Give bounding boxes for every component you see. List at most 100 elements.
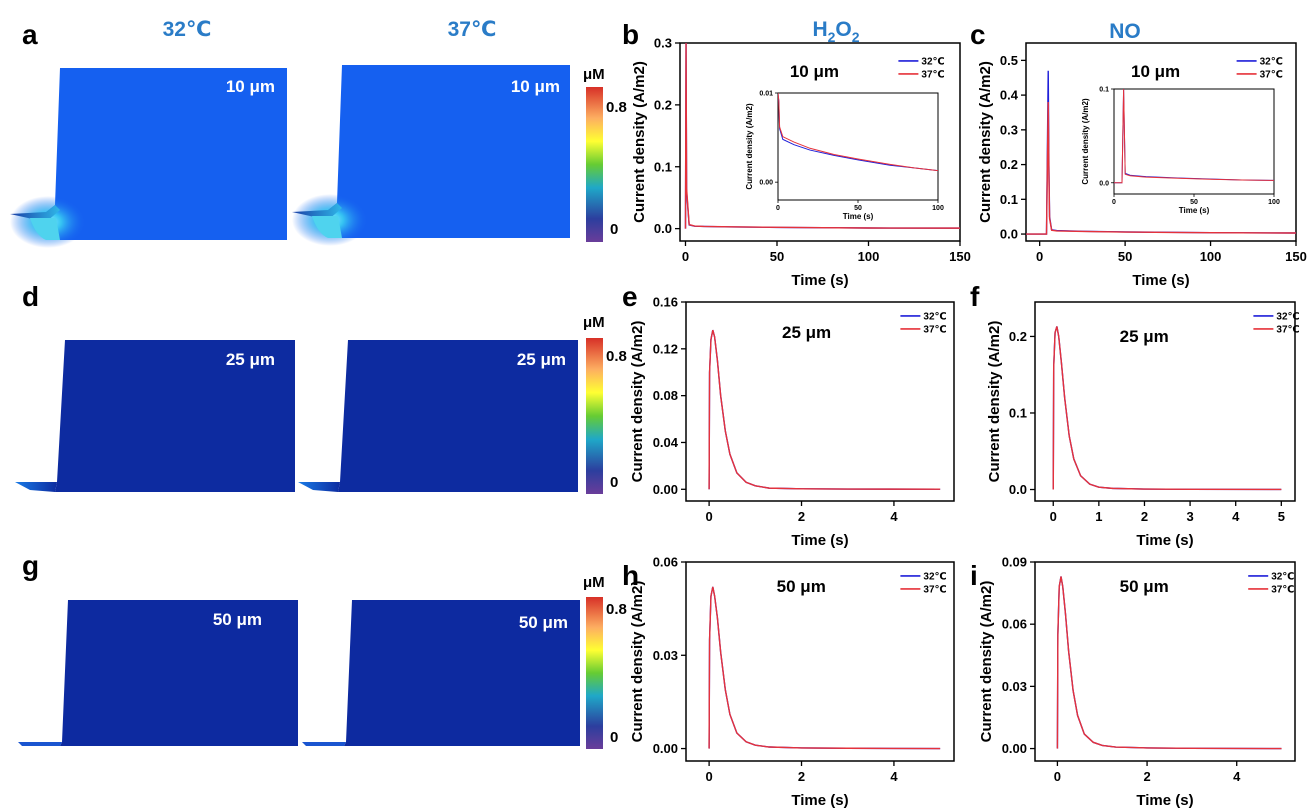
header-37c: 37℃ bbox=[448, 18, 497, 41]
legend-label-37c: 37℃ bbox=[1260, 69, 1283, 80]
legend-label-37c: 37℃ bbox=[921, 69, 944, 80]
x-tick-label: 100 bbox=[1200, 249, 1222, 264]
x-tick-label: 0 bbox=[1036, 249, 1043, 264]
sim-field-32c-25um: 25 μm bbox=[15, 340, 295, 492]
chart-f-no-25um: 0 1 2 3 4 50.00.10.2Time (s)Current density (… bbox=[986, 302, 1300, 549]
chart-c-no-10um: 0 50 100 150 0.0 0.1 0.2 0.3 0.4 0.5 Time (s) Curre… bbox=[977, 43, 1307, 289]
panel-label-i: i bbox=[970, 560, 978, 591]
series-line-32c bbox=[709, 330, 940, 489]
inset-y-axis-label: Current density (A/m2) bbox=[1081, 98, 1090, 185]
y-axis-label: Current density (A/m2) bbox=[977, 61, 994, 223]
y-tick-label: 0.04 bbox=[653, 435, 679, 450]
y-tick-label: 0.3 bbox=[1000, 122, 1018, 137]
x-axis-label: Time (s) bbox=[791, 792, 848, 809]
x-tick-label: 2 bbox=[1143, 769, 1150, 784]
size-annotation: 50 μm bbox=[777, 577, 826, 596]
header-no: NO bbox=[1109, 20, 1141, 43]
y-axis-label: Current density (A/m2) bbox=[986, 321, 1003, 483]
legend-label-32c: 32℃ bbox=[923, 571, 946, 582]
sim-field-37c-50um: 50 μm bbox=[302, 600, 580, 746]
legend-label-32c: 32℃ bbox=[1260, 56, 1283, 67]
sim-label-32c-25um: 25 μm bbox=[226, 350, 275, 369]
y-tick-label: 0.00 bbox=[653, 741, 678, 756]
series-line-37c bbox=[709, 587, 940, 749]
colorbar-gradient-row2 bbox=[586, 338, 603, 494]
x-tick-label: 150 bbox=[949, 249, 971, 264]
x-tick-label: 0 bbox=[705, 509, 712, 524]
x-tick-label: 0 bbox=[1050, 509, 1057, 524]
x-axis-label: Time (s) bbox=[1136, 792, 1193, 809]
inset-x-tick-label: 100 bbox=[1268, 199, 1280, 206]
legend-label-32c: 32℃ bbox=[923, 311, 946, 322]
y-tick-label: 0.03 bbox=[1002, 679, 1027, 694]
y-tick-label: 0.0 bbox=[1009, 482, 1027, 497]
inset-x-tick-label: 0 bbox=[776, 205, 780, 212]
size-annotation: 25 μm bbox=[1120, 327, 1169, 346]
y-tick-label: 0.00 bbox=[653, 482, 678, 497]
legend-label-37c: 37℃ bbox=[1271, 584, 1294, 595]
sim-label-32c-50um: 50 μm bbox=[213, 610, 262, 629]
inset-chart: 0 50 100 0.00 0.01 Time (s) Current density (A… bbox=[745, 91, 944, 222]
x-tick-label: 150 bbox=[1285, 249, 1307, 264]
x-tick-label: 100 bbox=[858, 249, 880, 264]
sim-label-32c-10um: 10 μm bbox=[226, 77, 275, 96]
series-line-37c bbox=[1057, 577, 1281, 749]
y-tick-label: 0.06 bbox=[1002, 617, 1027, 632]
chart-i-no-50um: 0 2 4 0.00 0.03 0.06 0.09 Time (s) Current densi… bbox=[978, 555, 1295, 810]
x-tick-label: 2 bbox=[1141, 509, 1148, 524]
x-tick-label: 4 bbox=[1233, 769, 1241, 784]
sim-label-37c-25um: 25 μm bbox=[517, 350, 566, 369]
panel-label-a: a bbox=[22, 19, 38, 50]
chart-h-h2o2-50um: 0 2 40.000.030.06Time (s)Current density (… bbox=[629, 555, 954, 810]
panel-label-b: b bbox=[622, 19, 639, 50]
x-tick-label: 1 bbox=[1095, 509, 1102, 524]
y-tick-label: 0.0 bbox=[1000, 227, 1018, 242]
inset-y-tick-label: 0.0 bbox=[1099, 180, 1109, 187]
inset-y-axis-label: Current density (A/m2) bbox=[745, 103, 754, 190]
x-tick-label: 4 bbox=[890, 769, 898, 784]
inset-x-tick-label: 100 bbox=[932, 205, 944, 212]
inset-y-tick-label: 0.00 bbox=[759, 180, 773, 187]
panel-label-g: g bbox=[22, 550, 39, 581]
inset-x-tick-label: 50 bbox=[854, 205, 862, 212]
legend-label-32c: 32℃ bbox=[921, 56, 944, 67]
y-tick-label: 0.09 bbox=[1002, 555, 1027, 570]
chart-b-h2o2-10um: 0 50 100 150 0.0 0.1 0.2 0.3 Time (s) Current den… bbox=[631, 36, 971, 290]
y-axis-label: Current density (A/m2) bbox=[629, 321, 646, 483]
legend-label-37c: 37℃ bbox=[923, 584, 946, 595]
x-axis-label: Time (s) bbox=[1136, 532, 1193, 549]
x-tick-label: 0 bbox=[682, 249, 689, 264]
x-tick-label: 5 bbox=[1278, 509, 1285, 524]
colorbar-unit-row3: μM bbox=[583, 574, 605, 591]
x-tick-label: 2 bbox=[798, 769, 805, 784]
sim-row-50um: 50 μm 50 μm μM 0.8 0 bbox=[18, 574, 627, 749]
series-line-37c bbox=[1053, 326, 1281, 489]
x-axis-label: Time (s) bbox=[1132, 272, 1189, 289]
header-32c: 32℃ bbox=[163, 18, 212, 41]
colorbar-row1: μM 0.8 0 bbox=[583, 66, 627, 242]
series-line-37c bbox=[709, 330, 940, 489]
sim-row-25um: 25 μm 25 μm μM 0.8 0 bbox=[15, 314, 627, 494]
inset-y-tick-label: 0.01 bbox=[759, 91, 773, 98]
inset-y-tick-label: 0.1 bbox=[1099, 87, 1109, 94]
y-tick-label: 0.03 bbox=[653, 648, 678, 663]
x-tick-label: 3 bbox=[1186, 509, 1193, 524]
series-line-32c bbox=[1057, 577, 1281, 749]
x-tick-label: 4 bbox=[1232, 509, 1240, 524]
y-tick-label: 0.1 bbox=[654, 159, 672, 174]
y-tick-label: 0.00 bbox=[1002, 741, 1027, 756]
panel-label-d: d bbox=[22, 281, 39, 312]
inset-x-tick-label: 50 bbox=[1190, 199, 1198, 206]
x-tick-label: 4 bbox=[890, 509, 898, 524]
y-tick-label: 0.2 bbox=[654, 97, 672, 112]
colorbar-row3: μM 0.8 0 bbox=[583, 574, 627, 749]
legend-label-32c: 32℃ bbox=[1271, 571, 1294, 582]
panel-label-c: c bbox=[970, 19, 986, 50]
colorbar-row2: μM 0.8 0 bbox=[583, 314, 627, 494]
sim-field-37c-25um: 25 μm bbox=[298, 340, 578, 492]
colorbar-max-row1: 0.8 bbox=[606, 99, 627, 116]
legend-label-37c: 37℃ bbox=[923, 324, 946, 335]
colorbar-min-row3: 0 bbox=[610, 729, 618, 746]
y-tick-label: 0.5 bbox=[1000, 53, 1018, 68]
